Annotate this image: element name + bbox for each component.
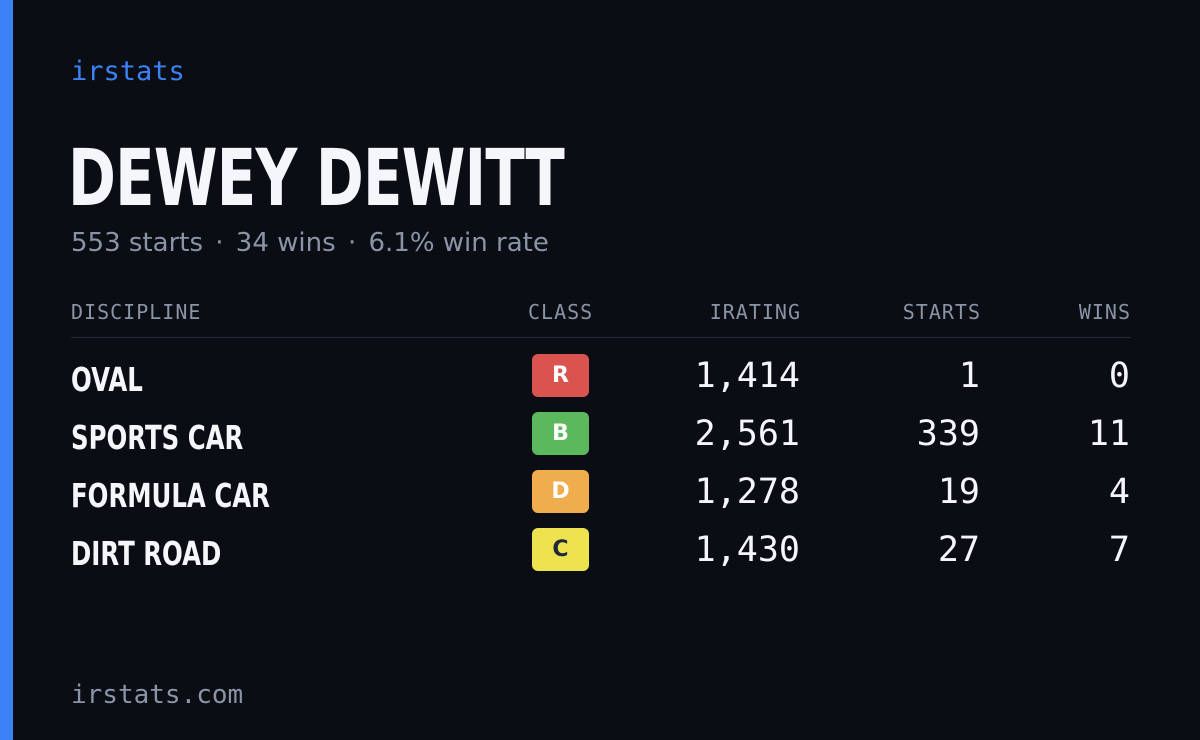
license-class-badge: D bbox=[532, 470, 589, 513]
table-row: DIRT ROAD C 1,430 27 7 bbox=[71, 528, 1131, 586]
table-row: OVAL R 1,414 1 0 bbox=[71, 354, 1131, 412]
license-class-badge: C bbox=[532, 528, 589, 571]
header-starts: STARTS bbox=[902, 300, 981, 324]
summary-separator: · bbox=[347, 228, 357, 258]
wins-value: 11 bbox=[1087, 414, 1130, 454]
wins-value: 0 bbox=[1108, 356, 1130, 396]
starts-value: 19 bbox=[937, 472, 980, 512]
header-class: CLASS bbox=[528, 300, 594, 324]
header-irating: IRATING bbox=[709, 300, 801, 324]
table-row: SPORTS CAR B 2,561 339 11 bbox=[71, 412, 1131, 470]
win-rate-summary: 6.1% win rate bbox=[368, 228, 549, 258]
table-row: FORMULA CAR D 1,278 19 4 bbox=[71, 470, 1131, 528]
driver-name: DEWEY DEWITT bbox=[68, 134, 565, 224]
driver-summary: 553 starts · 34 wins · 6.1% win rate bbox=[71, 228, 549, 258]
starts-value: 1 bbox=[958, 356, 980, 396]
starts-summary: 553 starts bbox=[71, 228, 203, 258]
summary-separator: · bbox=[215, 228, 224, 258]
table-header: DISCIPLINE CLASS IRATING STARTS WINS bbox=[71, 300, 1131, 338]
wins-value: 7 bbox=[1108, 530, 1130, 570]
starts-value: 27 bbox=[937, 530, 980, 570]
license-class-badge: R bbox=[532, 354, 589, 397]
footer-url: irstats.com bbox=[71, 680, 244, 710]
wins-summary: 34 wins bbox=[235, 228, 336, 258]
irating-value: 2,561 bbox=[694, 414, 800, 454]
header-wins: WINS bbox=[1078, 300, 1131, 324]
discipline-label: FORMULA CAR bbox=[71, 476, 270, 515]
accent-bar bbox=[0, 0, 13, 740]
starts-value: 339 bbox=[916, 414, 980, 454]
header-discipline: DISCIPLINE bbox=[71, 300, 202, 324]
discipline-label: SPORTS CAR bbox=[71, 418, 244, 457]
irating-value: 1,278 bbox=[694, 472, 800, 512]
irating-value: 1,414 bbox=[694, 356, 800, 396]
license-class-badge: B bbox=[532, 412, 589, 455]
irating-value: 1,430 bbox=[694, 530, 800, 570]
discipline-label: OVAL bbox=[71, 360, 143, 399]
discipline-label: DIRT ROAD bbox=[71, 534, 222, 573]
wins-value: 4 bbox=[1108, 472, 1130, 512]
brand-logo-text: irstats bbox=[71, 56, 185, 87]
